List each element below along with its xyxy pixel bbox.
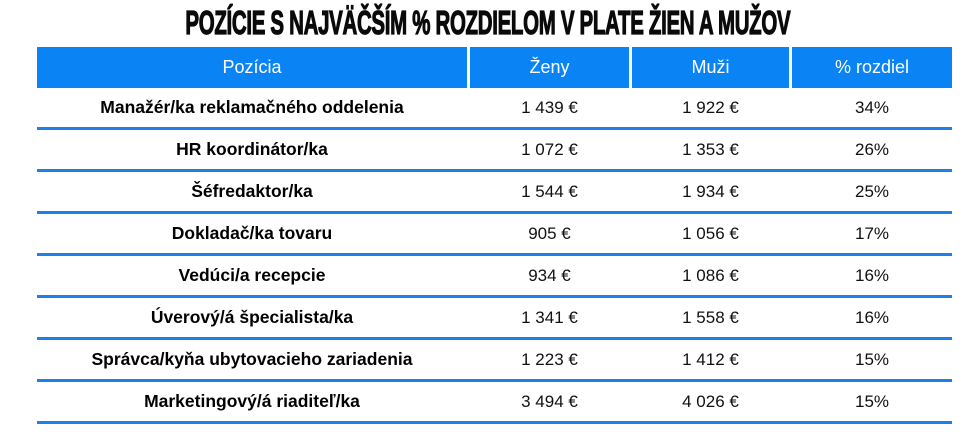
table-row: Dokladač/ka tovaru 905 € 1 056 € 17%: [37, 214, 952, 256]
men-salary-cell: 4 026 €: [682, 391, 739, 411]
position-cell: Vedúci/a recepcie: [178, 265, 326, 285]
table-row: Úverový/á špecialista/ka 1 341 € 1 558 €…: [37, 298, 952, 340]
men-salary-cell: 1 412 €: [682, 349, 739, 369]
column-header-women: Ženy: [470, 47, 629, 88]
women-salary-cell: 1 439 €: [521, 97, 578, 117]
table-row: Manažér/ka reklamačného oddelenia 1 439 …: [37, 88, 952, 130]
position-cell: Správca/kyňa ubytovacieho zariadenia: [91, 349, 413, 369]
table-row: Vedúci/a recepcie 934 € 1 086 € 16%: [37, 256, 952, 298]
title-container: POZÍCIE S NAJVÄČŠÍM % ROZDIELOM V PLATE …: [0, 3, 970, 42]
percent-difference-cell: 15%: [854, 391, 890, 411]
column-header-men: Muži: [632, 47, 789, 88]
table-row: Správca/kyňa ubytovacieho zariadenia 1 2…: [37, 340, 952, 382]
women-salary-cell: 3 494 €: [521, 391, 578, 411]
percent-difference-cell: 15%: [854, 349, 890, 369]
men-salary-cell: 1 353 €: [682, 139, 739, 159]
table-header: Pozícia Ženy Muži % rozdiel: [37, 47, 952, 88]
percent-difference-cell: 17%: [854, 223, 890, 243]
percent-difference-cell: 34%: [854, 97, 890, 117]
column-header-position: Pozícia: [37, 47, 467, 88]
page-title: POZÍCIE S NAJVÄČŠÍM % ROZDIELOM V PLATE …: [185, 3, 791, 41]
men-salary-cell: 1 934 €: [682, 181, 739, 201]
percent-difference-cell: 16%: [854, 307, 890, 327]
women-salary-cell: 1 544 €: [521, 181, 578, 201]
men-salary-cell: 1 558 €: [682, 307, 739, 327]
percent-difference-cell: 26%: [854, 139, 890, 159]
position-cell: Úverový/á špecialista/ka: [150, 307, 354, 327]
women-salary-cell: 905 €: [528, 223, 571, 243]
women-salary-cell: 1 223 €: [521, 349, 578, 369]
men-salary-cell: 1 086 €: [682, 265, 739, 285]
position-cell: Dokladač/ka tovaru: [171, 223, 333, 243]
table-row: HR koordinátor/ka 1 072 € 1 353 € 26%: [37, 130, 952, 172]
table-row: Šéfredaktor/ka 1 544 € 1 934 € 25%: [37, 172, 952, 214]
women-salary-cell: 1 341 €: [521, 307, 578, 327]
women-salary-cell: 934 €: [528, 265, 571, 285]
position-cell: HR koordinátor/ka: [176, 139, 328, 159]
position-cell: Šéfredaktor/ka: [191, 181, 313, 201]
men-salary-cell: 1 056 €: [682, 223, 739, 243]
position-cell: Manažér/ka reklamačného oddelenia: [100, 97, 404, 117]
men-salary-cell: 1 922 €: [682, 97, 739, 117]
table-row: Marketingový/á riaditeľ/ka 3 494 € 4 026…: [37, 382, 952, 424]
position-cell: Marketingový/á riaditeľ/ka: [144, 391, 360, 411]
percent-difference-cell: 25%: [854, 181, 890, 201]
column-header-percent-difference: % rozdiel: [792, 47, 952, 88]
women-salary-cell: 1 072 €: [521, 139, 578, 159]
salary-gap-table: Pozícia Ženy Muži % rozdiel Manažér/ka r…: [37, 47, 952, 424]
percent-difference-cell: 16%: [854, 265, 890, 285]
